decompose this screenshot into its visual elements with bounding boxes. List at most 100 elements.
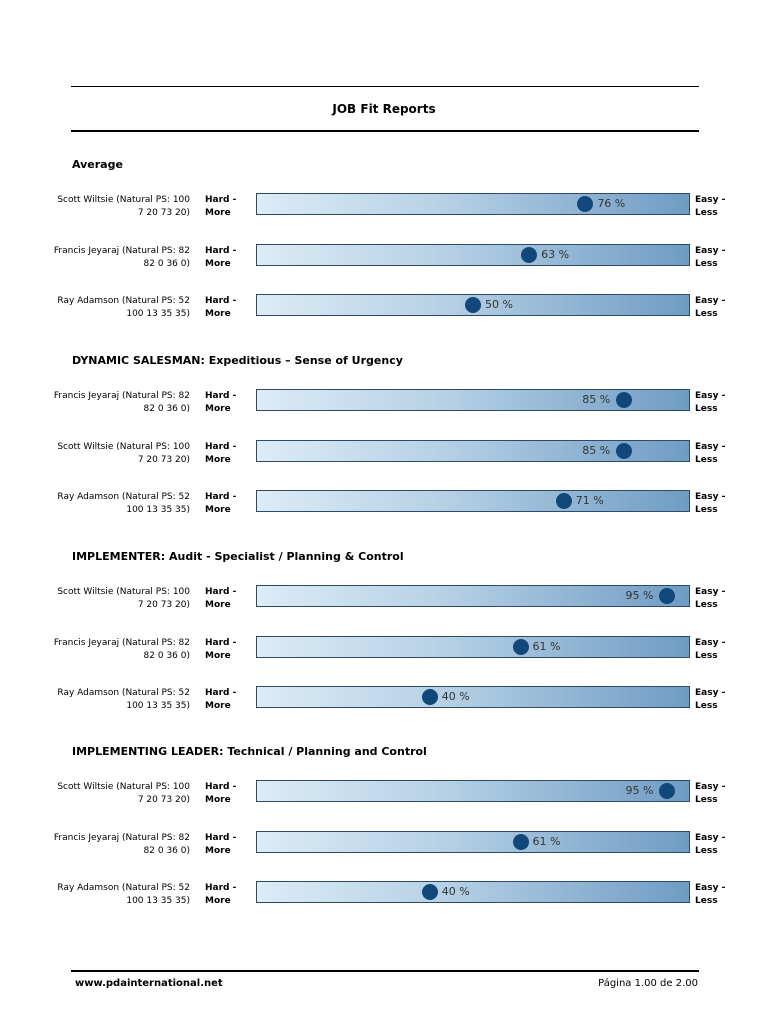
name-line: Scott Wiltsie (Natural PS: 100 — [57, 195, 190, 205]
less-label: Less — [695, 208, 718, 218]
section-title: Average — [72, 158, 123, 171]
name-line: Scott Wiltsie (Natural PS: 100 — [57, 587, 190, 597]
person-name: Francis Jeyaraj (Natural PS: 82 82 0 36 0… — [30, 390, 190, 416]
fit-bar: 40 % — [256, 686, 690, 708]
person-name: Scott Wiltsie (Natural PS: 100 7 20 73 20… — [30, 194, 190, 220]
more-label: More — [205, 454, 231, 465]
person-name: Ray Adamson (Natural PS: 52 100 13 35 35) — [30, 295, 190, 321]
person-name: Scott Wiltsie (Natural PS: 100 7 20 73 20… — [30, 781, 190, 807]
easy-less-label: Easy - Less — [695, 882, 725, 908]
hard-label: Hard - — [205, 637, 237, 648]
fit-bar: 63 % — [256, 243, 690, 266]
easy-less-label: Easy - Less — [695, 295, 725, 321]
fit-percent: 71 % — [575, 494, 604, 507]
name-line: Scott Wiltsie (Natural PS: 100 — [57, 441, 190, 452]
fit-bar: 95 % — [256, 780, 690, 802]
fit-bar: 40 % — [256, 881, 690, 903]
fit-percent: 85 % — [582, 393, 611, 406]
hard-label: Hard - — [205, 492, 237, 502]
easy-label: Easy - — [695, 637, 726, 648]
fit-marker — [465, 297, 481, 313]
fit-row: Scott Wiltsie (Natural PS: 100 7 20 73 20… — [0, 193, 768, 227]
more-label: More — [205, 309, 231, 319]
fit-bar: 85 % — [256, 389, 690, 411]
hard-label: Hard - — [205, 195, 237, 205]
hard-more-label: Hard - More — [205, 295, 236, 321]
fit-row: Ray Adamson (Natural PS: 52 100 13 35 35)… — [0, 490, 768, 524]
name-line: Francis Jeyaraj (Natural PS: 82 — [53, 391, 190, 401]
ps-values: 7 20 73 20) — [137, 795, 190, 805]
fit-percent: 40 % — [441, 885, 470, 898]
less-label: Less — [695, 258, 718, 269]
fit-row: Scott Wiltsie (Natural PS: 100 7 20 73 20… — [0, 585, 768, 619]
fit-percent: 61 % — [532, 639, 561, 653]
fit-percent: 95 % — [625, 784, 654, 797]
ps-values: 7 20 73 20) — [137, 600, 190, 610]
hard-more-label: Hard - More — [205, 832, 236, 858]
easy-label: Easy - — [695, 391, 726, 401]
fit-marker — [521, 246, 538, 263]
page-title: JOB Fit Reports — [332, 102, 436, 116]
easy-less-label: Easy - Less — [695, 491, 725, 517]
easy-less-label: Easy - Less — [695, 586, 725, 612]
easy-less-label: Easy - Less — [695, 390, 725, 416]
hard-more-label: Hard - More — [205, 390, 236, 416]
fit-marker — [616, 392, 633, 408]
easy-label: Easy - — [695, 782, 726, 792]
more-label: More — [205, 795, 231, 805]
fit-bar: 95 % — [256, 585, 690, 607]
fit-bar: 61 % — [256, 830, 690, 853]
ps-values: 82 0 36 0) — [143, 650, 190, 661]
more-label: More — [205, 600, 231, 610]
fit-row: Francis Jeyaraj (Natural PS: 82 82 0 36 0… — [0, 635, 768, 670]
hard-label: Hard - — [205, 587, 237, 597]
hard-more-label: Hard - More — [205, 687, 236, 713]
hard-label: Hard - — [205, 782, 237, 792]
section-title: DYNAMIC SALESMAN: Expeditious – Sense of… — [72, 354, 403, 367]
fit-marker — [421, 689, 438, 705]
hard-more-label: Hard - More — [205, 441, 236, 467]
hard-label: Hard - — [205, 441, 237, 452]
fit-row: Francis Jeyaraj (Natural PS: 82 82 0 36 0… — [0, 830, 768, 865]
fit-row: Scott Wiltsie (Natural PS: 100 7 20 73 20… — [0, 439, 768, 474]
fit-percent: 95 % — [625, 589, 654, 602]
fit-row: Francis Jeyaraj (Natural PS: 82 82 0 36 0… — [0, 389, 768, 423]
hard-label: Hard - — [205, 883, 237, 893]
hard-label: Hard - — [205, 688, 237, 698]
fit-percent: 61 % — [532, 834, 561, 848]
fit-marker — [616, 442, 633, 459]
more-label: More — [205, 650, 231, 661]
less-label: Less — [695, 600, 718, 610]
ps-values: 82 0 36 0) — [143, 404, 190, 414]
fit-row: Ray Adamson (Natural PS: 52 100 13 35 35)… — [0, 294, 768, 328]
fit-percent: 50 % — [485, 298, 513, 311]
less-label: Less — [695, 845, 718, 856]
more-label: More — [205, 505, 231, 515]
ps-values: 7 20 73 20) — [137, 208, 190, 218]
fit-bar: 50 % — [256, 294, 690, 316]
hard-more-label: Hard - More — [205, 781, 236, 807]
more-label: More — [205, 896, 231, 906]
more-label: More — [205, 404, 231, 414]
footer-link[interactable]: www.pdainternational.net — [75, 978, 223, 989]
easy-label: Easy - — [695, 883, 726, 893]
more-label: More — [205, 845, 231, 856]
fit-marker — [512, 833, 529, 850]
fit-marker — [555, 493, 572, 509]
ps-values: 100 13 35 35) — [126, 896, 190, 906]
person-name: Francis Jeyaraj (Natural PS: 82 82 0 36 0… — [30, 245, 190, 271]
easy-less-label: Easy - Less — [695, 194, 725, 220]
person-name: Ray Adamson (Natural PS: 52 100 13 35 35) — [30, 491, 190, 517]
easy-label: Easy - — [695, 688, 726, 698]
hard-more-label: Hard - More — [205, 491, 236, 517]
more-label: More — [205, 258, 231, 269]
fit-marker — [659, 783, 676, 799]
less-label: Less — [695, 896, 718, 906]
name-line: Ray Adamson (Natural PS: 52 — [57, 688, 190, 698]
page-number: Página 1.00 de 2.00 — [598, 978, 698, 989]
ps-values: 82 0 36 0) — [143, 845, 190, 856]
fit-percent: 40 % — [441, 690, 470, 703]
less-label: Less — [695, 404, 718, 414]
ps-values: 82 0 36 0) — [143, 258, 190, 269]
